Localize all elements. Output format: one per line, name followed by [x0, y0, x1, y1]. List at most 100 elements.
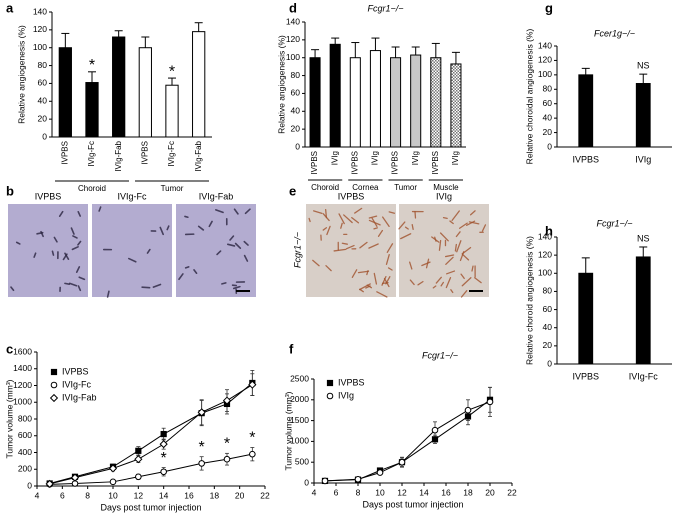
vessel — [474, 277, 482, 284]
vessel — [368, 219, 381, 226]
legend-marker — [50, 381, 58, 389]
image-label: IVIg — [436, 191, 452, 201]
series-line — [49, 384, 253, 485]
y-tick-label: 140 — [286, 16, 300, 26]
vessel — [221, 282, 227, 285]
x-tick-label: IVPBS — [572, 154, 599, 164]
vessel — [72, 235, 78, 239]
vessel — [312, 210, 323, 215]
vessel — [400, 233, 412, 240]
group-label: Tumor — [161, 184, 184, 193]
vessel — [385, 254, 390, 265]
x-tick-label: 4 — [35, 490, 40, 500]
marker — [159, 440, 168, 449]
y-tick-label: 60 — [291, 88, 301, 98]
bar — [390, 57, 402, 148]
legend-label: IVPBS — [62, 366, 89, 376]
bar — [430, 57, 442, 148]
vessel — [359, 241, 368, 249]
vessel — [58, 210, 64, 217]
annotation: NS — [637, 61, 650, 71]
vessel — [71, 246, 79, 251]
vessel — [409, 261, 413, 270]
vessel — [64, 282, 71, 285]
marker — [160, 430, 167, 438]
x-tick-label: IVIg — [411, 151, 420, 165]
vessel — [33, 252, 37, 258]
vessel — [184, 266, 190, 269]
x-tick-label: IVPBS — [310, 151, 319, 175]
y-tick-label: 1500 — [290, 415, 309, 425]
x-tick-label: IVIg-Fab — [114, 140, 123, 171]
x-tick-label: IVIg-Fc — [629, 371, 659, 381]
vessel — [388, 211, 396, 214]
vessel — [450, 289, 454, 294]
vessel — [351, 216, 360, 224]
group-label: Choroid — [311, 183, 339, 192]
x-tick-label: 6 — [334, 487, 339, 497]
marker — [135, 447, 142, 454]
x-tick-label: 10 — [108, 490, 118, 500]
bar — [329, 43, 341, 148]
marker — [223, 455, 231, 463]
y-tick-label: 60 — [543, 98, 553, 108]
marker — [70, 473, 80, 482]
micrograph — [8, 204, 88, 297]
y-tick-label: 140 — [538, 231, 552, 241]
y-tick-label: 0 — [304, 477, 309, 487]
vessel — [244, 208, 251, 215]
marker — [197, 408, 206, 417]
panel-letter: c — [6, 341, 13, 356]
vessel — [435, 276, 442, 284]
x-tick-label: IVPBS — [431, 151, 440, 175]
y-tick-label: 1000 — [290, 436, 309, 446]
bar — [309, 57, 321, 148]
marker — [135, 473, 142, 481]
vessel — [462, 253, 470, 261]
y-tick-label: 600 — [18, 430, 32, 440]
vessel — [69, 282, 78, 287]
marker — [45, 479, 54, 489]
bar — [635, 256, 651, 365]
vessel — [197, 225, 205, 231]
vessel — [308, 217, 311, 223]
vessel — [458, 222, 468, 229]
group-label: Tumor — [394, 183, 417, 192]
panel-letter: g — [545, 0, 553, 15]
legend-label: IVPBS — [338, 377, 365, 387]
y-axis-label: Relative angiogenesis (%) — [16, 25, 26, 124]
bar — [410, 54, 422, 148]
vessel — [459, 251, 465, 262]
vessel — [386, 243, 394, 253]
y-axis-label: Relative angiogenesis (%) — [276, 35, 286, 134]
y-tick-label: 2500 — [290, 373, 309, 383]
annotation: NS — [637, 233, 650, 243]
vessel — [438, 239, 442, 251]
legend-marker — [49, 393, 59, 403]
chart-title: Fcer1g−/− — [594, 28, 635, 38]
y-tick-label: 0 — [27, 480, 32, 490]
marker — [109, 478, 117, 486]
series-line — [49, 453, 253, 485]
annotation: * — [249, 430, 255, 447]
vessel — [159, 226, 164, 236]
vessel — [373, 272, 378, 285]
vessel — [178, 273, 184, 281]
y-tick-label: 20 — [543, 127, 553, 137]
vessel — [461, 277, 472, 287]
x-tick-label: 8 — [85, 490, 90, 500]
vessel — [326, 225, 331, 236]
x-tick-label: IVIg-Fab — [194, 140, 203, 171]
vessel — [442, 216, 448, 220]
panel-letter: f — [289, 341, 294, 356]
x-tick-label: 16 — [184, 490, 194, 500]
vessel — [70, 227, 75, 235]
vessel — [382, 216, 390, 228]
x-axis-label: Days post tumor injection — [362, 499, 463, 509]
chart-title: Fcgr1−/− — [596, 218, 632, 228]
y-tick-label: 1600 — [13, 346, 32, 356]
marker — [160, 468, 167, 476]
bar — [138, 47, 152, 138]
vessel — [381, 282, 389, 285]
